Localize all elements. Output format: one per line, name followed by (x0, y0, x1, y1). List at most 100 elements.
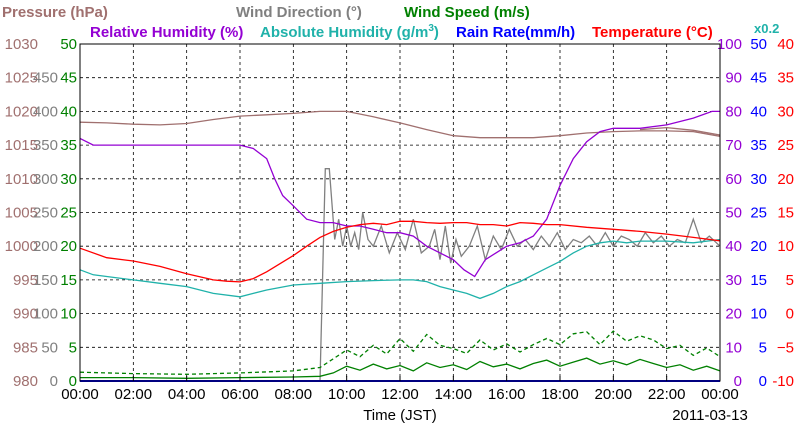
temperature-tick-label: 15 (777, 205, 794, 222)
series-relative-humidity (79, 110, 720, 278)
pressure-tick-label: 995 (13, 272, 38, 289)
wind-speed-tick-label: 45 (60, 70, 77, 87)
wind-speed-tick-label: 20 (60, 238, 77, 255)
wind-direction-tick-label: 300 (33, 171, 58, 188)
series-wind-speed-mean (80, 357, 721, 379)
temperature-tick-label: 20 (777, 171, 794, 188)
relative-humidity-tick-label: 20 (725, 306, 742, 323)
wind-speed-tick-label: 10 (60, 306, 77, 323)
temperature-tick-label: 35 (777, 70, 794, 87)
wind-direction-tick-label: 200 (33, 238, 58, 255)
pressure-tick-label: 1005 (5, 205, 38, 222)
wind-direction-tick-label: 50 (41, 339, 58, 356)
relative-humidity-tick-label: 0 (734, 373, 742, 390)
temperature-tick-label: 0 (786, 306, 794, 323)
series-pressure-secondary (639, 126, 721, 136)
pressure-tick-label: 985 (13, 339, 38, 356)
legend-absolute-humidity-text: Absolute Humidity (g/m (260, 24, 428, 41)
x-tick-label: 04:00 (168, 386, 206, 403)
wind-direction-tick-label: 150 (33, 272, 58, 289)
wind-direction-tick-label: 100 (33, 306, 58, 323)
x-tick-label: 02:00 (115, 386, 153, 403)
rain-rate-tick-label: 35 (750, 137, 767, 154)
rain-rate-tick-label: 25 (750, 205, 767, 222)
relative-humidity-axis-ticks: 0 10 20 30 40 50 60 70 80 90 100 (717, 36, 742, 390)
pressure-tick-label: 1015 (5, 137, 38, 154)
x-tick-label: 14:00 (435, 386, 473, 403)
series-pressure (79, 110, 721, 139)
temperature-tick-label: 40 (777, 36, 794, 53)
wind-direction-tick-label: 350 (33, 137, 58, 154)
rain-rate-tick-label: 0 (759, 373, 767, 390)
temperature-tick-label: 30 (777, 103, 794, 120)
relative-humidity-tick-label: 40 (725, 238, 742, 255)
legend-pressure: Pressure (hPa) (2, 4, 108, 21)
rain-rate-tick-label: 30 (750, 171, 767, 188)
legend-wind-speed: Wind Speed (m/s) (404, 4, 530, 21)
legend-absolute-humidity-close: ) (434, 24, 439, 41)
pressure-tick-label: 1020 (5, 103, 38, 120)
pressure-tick-label: 1010 (5, 171, 38, 188)
rain-rate-tick-label: 10 (750, 306, 767, 323)
relative-humidity-tick-label: 50 (725, 205, 742, 222)
wind-direction-tick-label: 450 (33, 70, 58, 87)
x-tick-label: 00:00 (61, 386, 99, 403)
temperature-tick-label: −5 (777, 339, 794, 356)
temperature-axis-ticks: -10 −5 0 5 10 15 20 25 30 35 40 (772, 36, 794, 390)
x-axis-ticks: 00:00 02:00 04:00 06:00 08:00 10:00 12:00 14:00… (61, 376, 739, 403)
relative-humidity-tick-label: 70 (725, 137, 742, 154)
pressure-tick-label: 1030 (5, 36, 38, 53)
chart-date: 2011-03-13 (672, 407, 748, 424)
rain-rate-tick-label: 50 (750, 36, 767, 53)
x-axis-label: Time (JST) (363, 407, 437, 424)
wind-speed-tick-label: 40 (60, 103, 77, 120)
legend-absolute-humidity: Absolute Humidity (g/m3) (260, 23, 439, 41)
pressure-tick-label: 1000 (5, 238, 38, 255)
wind-speed-tick-label: 35 (60, 137, 77, 154)
x-tick-label: 18:00 (541, 386, 579, 403)
wind-speed-tick-label: 30 (60, 171, 77, 188)
x-tick-label: 22:00 (648, 386, 686, 403)
rain-rate-axis-ticks: 0 5 10 15 20 25 30 35 40 45 50 (750, 36, 767, 390)
wind-speed-tick-label: 15 (60, 272, 77, 289)
scale-note: x0.2 (754, 21, 779, 36)
pressure-tick-label: 1025 (5, 70, 38, 87)
legend-wind-direction: Wind Direction (°) (236, 4, 362, 21)
temperature-tick-label: 5 (786, 272, 794, 289)
series-absolute-humidity (79, 238, 721, 300)
temperature-tick-label: 10 (777, 238, 794, 255)
series-temperature (79, 220, 721, 283)
x-tick-label: 16:00 (488, 386, 526, 403)
wind-speed-tick-label: 5 (69, 339, 77, 356)
wind-speed-tick-label: 50 (60, 36, 77, 53)
pressure-axis-ticks: 980 985 990 995 1000 1005 1010 1015 1020 1025 1030 (5, 36, 38, 390)
series-wind-speed-gust (79, 330, 721, 375)
wind-speed-axis-ticks: 0 5 10 15 20 25 30 35 40 45 50 (60, 36, 77, 390)
rain-rate-tick-label: 15 (750, 272, 767, 289)
legend-relative-humidity: Relative Humidity (%) (90, 24, 243, 41)
wind-direction-tick-label: 400 (33, 103, 58, 120)
rain-rate-tick-label: 5 (759, 339, 767, 356)
relative-humidity-tick-label: 90 (725, 70, 742, 87)
wind-speed-tick-label: 0 (69, 373, 77, 390)
x-tick-label: 06:00 (221, 386, 259, 403)
wind-direction-tick-label: 0 (50, 373, 58, 390)
rain-rate-tick-label: 40 (750, 103, 767, 120)
relative-humidity-tick-label: 30 (725, 272, 742, 289)
legend-absolute-humidity-sup: 3 (428, 23, 434, 34)
wind-speed-tick-label: 25 (60, 205, 77, 222)
series-wind-direction (319, 168, 721, 382)
x-tick-label: 00:00 (701, 386, 739, 403)
rain-rate-tick-label: 45 (750, 70, 767, 87)
wind-direction-axis-ticks: 0 50 100 150 200 250 300 350 400 450 (33, 70, 58, 390)
relative-humidity-tick-label: 10 (725, 339, 742, 356)
legend-rain-rate: Rain Rate(mm/h) (456, 24, 575, 41)
x-tick-label: 20:00 (595, 386, 633, 403)
x-tick-label: 12:00 (381, 386, 419, 403)
temperature-tick-label: 25 (777, 137, 794, 154)
relative-humidity-tick-label: 100 (717, 36, 742, 53)
rain-rate-tick-label: 20 (750, 238, 767, 255)
wind-direction-tick-label: 250 (33, 205, 58, 222)
